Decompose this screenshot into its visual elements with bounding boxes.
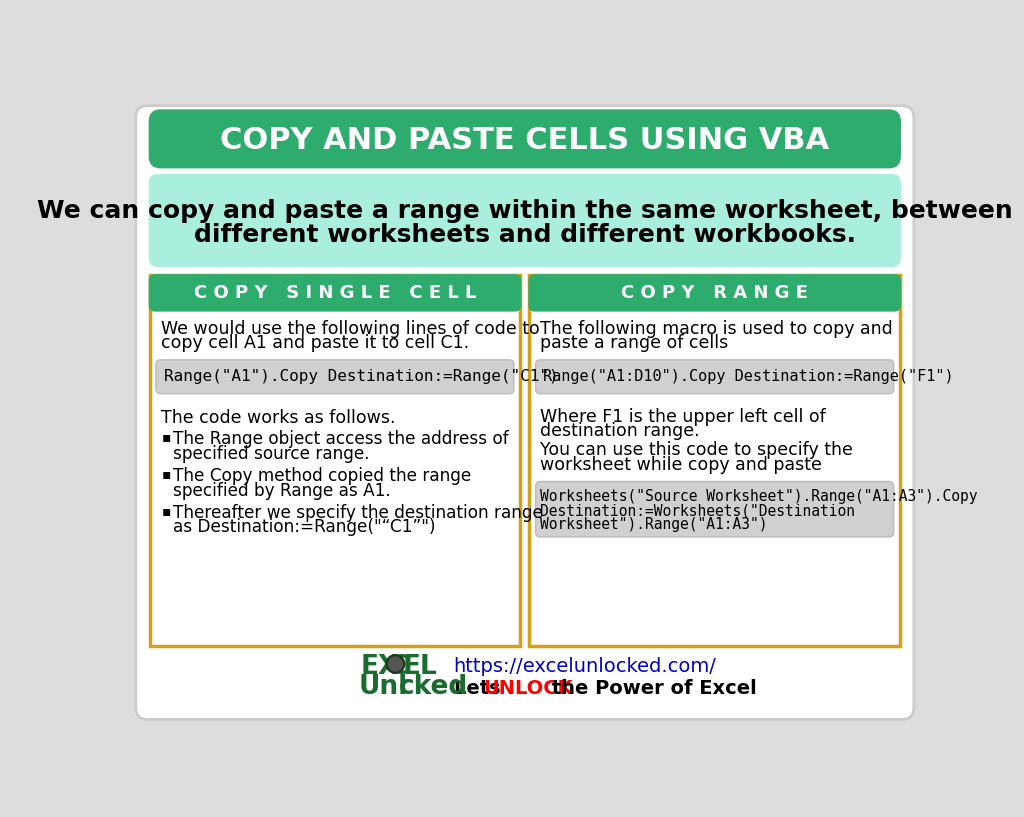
Text: copy cell A1 and paste it to cell C1.: copy cell A1 and paste it to cell C1. (161, 334, 469, 352)
Text: the Power of Excel: the Power of Excel (545, 679, 757, 698)
Text: COPY AND PASTE CELLS USING VBA: COPY AND PASTE CELLS USING VBA (220, 126, 829, 155)
Text: Worksheet").Range("A1:A3"): Worksheet").Range("A1:A3") (541, 517, 768, 532)
Text: The Range object access the address of: The Range object access the address of (173, 430, 509, 448)
Text: specified source range.: specified source range. (173, 444, 370, 462)
Text: Worksheets("Source Worksheet").Range("A1:A3").Copy: Worksheets("Source Worksheet").Range("A1… (541, 489, 978, 504)
Circle shape (386, 654, 404, 673)
Text: Lets: Lets (454, 679, 507, 698)
FancyBboxPatch shape (156, 359, 514, 394)
Text: The code works as follows.: The code works as follows. (161, 409, 395, 427)
Text: destination range.: destination range. (541, 422, 700, 440)
Text: paste a range of cells: paste a range of cells (541, 334, 728, 352)
Text: We can copy and paste a range within the same worksheet, between: We can copy and paste a range within the… (37, 199, 1013, 223)
Circle shape (388, 657, 402, 671)
Text: ▪: ▪ (162, 430, 171, 444)
Text: Destination:=Worksheets("Destination: Destination:=Worksheets("Destination (541, 503, 855, 518)
Text: EL: EL (402, 654, 437, 680)
Text: cked: cked (398, 674, 468, 700)
Text: C O P Y   S I N G L E   C E L L: C O P Y S I N G L E C E L L (194, 283, 476, 301)
Text: UNLOCK: UNLOCK (483, 679, 572, 698)
FancyBboxPatch shape (536, 359, 894, 394)
Text: as Destination:=Range("“C1”"): as Destination:=Range("“C1”") (173, 519, 435, 537)
FancyBboxPatch shape (150, 275, 520, 310)
Text: You can use this code to specify the: You can use this code to specify the (541, 441, 853, 459)
Text: EX: EX (360, 654, 399, 680)
Text: The following macro is used to copy and: The following macro is used to copy and (541, 319, 893, 337)
Text: Unl: Unl (359, 674, 409, 700)
Text: We would use the following lines of code to: We would use the following lines of code… (161, 319, 540, 337)
Text: Where F1 is the upper left cell of: Where F1 is the upper left cell of (541, 408, 826, 426)
Text: different worksheets and different workbooks.: different worksheets and different workb… (194, 223, 856, 247)
Text: https://excelunlocked.com/: https://excelunlocked.com/ (454, 657, 717, 676)
FancyBboxPatch shape (136, 105, 913, 720)
Bar (150, 275, 520, 646)
Text: Thereafter we specify the destination range: Thereafter we specify the destination ra… (173, 504, 543, 522)
Text: Range("A1:D10").Copy Destination:=Range("F1"): Range("A1:D10").Copy Destination:=Range(… (544, 369, 954, 384)
Text: C: C (389, 654, 409, 680)
Bar (529, 275, 900, 646)
Text: ▪: ▪ (162, 504, 171, 518)
FancyBboxPatch shape (150, 110, 900, 167)
FancyBboxPatch shape (529, 275, 900, 310)
Text: ▪: ▪ (162, 467, 171, 481)
FancyBboxPatch shape (150, 175, 900, 266)
Text: The Copy method copied the range: The Copy method copied the range (173, 467, 471, 484)
Text: C O P Y   R A N G E: C O P Y R A N G E (622, 283, 808, 301)
FancyBboxPatch shape (536, 481, 894, 537)
Text: Range("A1").Copy Destination:=Range("C1"): Range("A1").Copy Destination:=Range("C1"… (164, 369, 558, 384)
Text: specified by Range as A1.: specified by Range as A1. (173, 481, 391, 499)
Text: worksheet while copy and paste: worksheet while copy and paste (541, 456, 822, 474)
